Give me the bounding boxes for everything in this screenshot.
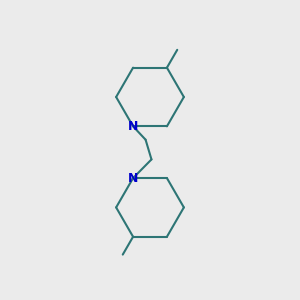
Text: N: N [128,120,138,133]
Text: N: N [128,172,138,184]
